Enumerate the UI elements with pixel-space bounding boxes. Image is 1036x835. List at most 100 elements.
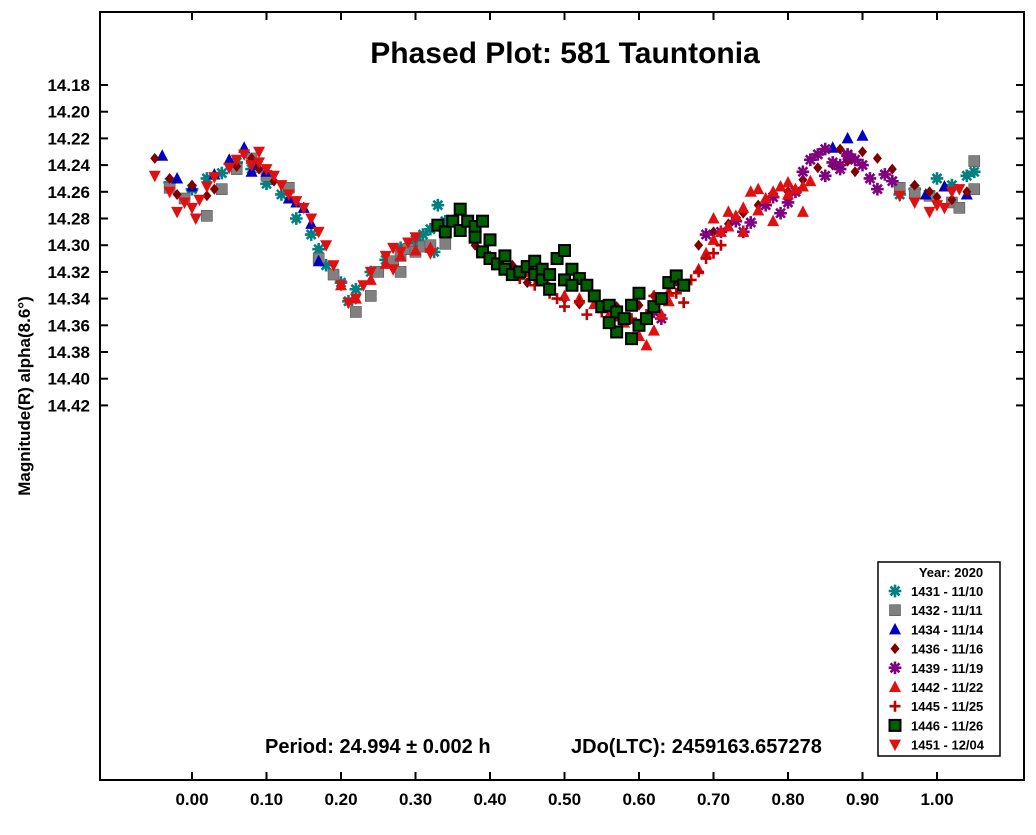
data-point bbox=[759, 198, 772, 212]
data-point bbox=[678, 297, 690, 309]
data-point bbox=[357, 280, 370, 292]
x-tick-label: 0.50 bbox=[548, 790, 581, 809]
data-point bbox=[260, 164, 273, 176]
y-tick-label: 14.20 bbox=[47, 103, 90, 122]
data-point bbox=[483, 233, 497, 247]
y-tick-label: 14.38 bbox=[47, 343, 90, 362]
data-point bbox=[178, 197, 191, 209]
data-point bbox=[804, 174, 817, 187]
y-tick-label: 14.36 bbox=[47, 316, 90, 335]
data-point bbox=[476, 245, 490, 259]
data-point bbox=[930, 172, 944, 185]
data-point bbox=[253, 146, 266, 159]
x-tick-label: 0.90 bbox=[846, 790, 879, 809]
data-point bbox=[923, 206, 936, 219]
data-point bbox=[677, 278, 691, 292]
data-point bbox=[798, 174, 808, 186]
legend-entry-label: 1436 - 11/16 bbox=[911, 642, 983, 657]
data-point bbox=[647, 324, 660, 336]
data-point bbox=[962, 186, 972, 198]
data-point bbox=[312, 226, 325, 239]
data-point bbox=[602, 316, 616, 330]
data-point bbox=[856, 129, 869, 141]
epoch-annotation: JDo(LTC): 2459163.657278 bbox=[571, 736, 822, 758]
data-point bbox=[872, 152, 882, 164]
data-point bbox=[349, 293, 362, 306]
data-point bbox=[148, 170, 161, 183]
plot-frame bbox=[99, 11, 1025, 781]
data-point bbox=[438, 214, 452, 228]
data-point bbox=[694, 239, 704, 251]
data-point bbox=[305, 213, 318, 225]
data-point bbox=[200, 172, 214, 185]
data-point bbox=[580, 278, 594, 292]
data-point bbox=[919, 187, 932, 200]
data-point bbox=[150, 152, 160, 164]
data-point bbox=[796, 179, 809, 192]
data-point bbox=[632, 286, 646, 300]
data-point bbox=[953, 202, 966, 214]
data-point bbox=[253, 157, 266, 169]
data-point bbox=[193, 194, 206, 207]
x-tick-label: 0.60 bbox=[622, 790, 655, 809]
data-point bbox=[708, 247, 719, 259]
data-point bbox=[729, 209, 742, 221]
data-point bbox=[759, 191, 772, 204]
data-point bbox=[796, 205, 809, 217]
data-point bbox=[908, 197, 921, 209]
data-point bbox=[297, 202, 310, 215]
x-tick-label: 0.30 bbox=[399, 790, 432, 809]
data-point bbox=[610, 325, 624, 339]
data-point bbox=[774, 179, 787, 192]
data-point bbox=[476, 214, 490, 228]
data-point bbox=[238, 149, 251, 161]
data-point bbox=[818, 169, 832, 183]
data-point bbox=[953, 184, 966, 196]
data-point bbox=[424, 248, 437, 260]
data-point bbox=[647, 300, 661, 314]
data-point bbox=[729, 214, 743, 228]
legend-marker bbox=[889, 622, 901, 635]
data-point bbox=[349, 282, 363, 296]
data-point bbox=[163, 186, 176, 199]
data-point bbox=[699, 228, 713, 241]
data-point bbox=[290, 196, 303, 208]
legend-entry-label: 1445 - 11/25 bbox=[911, 699, 983, 714]
data-point bbox=[737, 201, 750, 213]
x-tick-label: 0.00 bbox=[175, 790, 208, 809]
legend-marker bbox=[888, 661, 902, 675]
data-point bbox=[165, 172, 175, 184]
x-tick-label: 0.40 bbox=[473, 790, 506, 809]
legend-entry-label: 1431 - 11/10 bbox=[911, 584, 983, 599]
data-point bbox=[446, 214, 460, 228]
data-point bbox=[394, 246, 407, 259]
data-point bbox=[782, 187, 794, 200]
legend-entry-label: 1442 - 11/22 bbox=[911, 680, 983, 695]
data-point bbox=[171, 206, 184, 219]
data-point bbox=[693, 266, 705, 278]
data-point bbox=[858, 146, 867, 158]
data-point bbox=[528, 254, 542, 268]
x-tick-label: 1.00 bbox=[920, 790, 953, 809]
data-point bbox=[707, 233, 720, 245]
data-point bbox=[189, 213, 202, 225]
data-point bbox=[320, 240, 333, 252]
data-point bbox=[402, 237, 415, 250]
data-point bbox=[715, 239, 727, 251]
y-tick-label: 14.32 bbox=[47, 263, 90, 282]
data-point bbox=[275, 180, 288, 192]
y-axis-label: Magnitude(R) alpha(8.6°) bbox=[15, 296, 34, 495]
data-point bbox=[565, 278, 579, 292]
y-tick-label: 14.42 bbox=[47, 396, 90, 415]
legend-entry-label: 1446 - 11/26 bbox=[911, 718, 983, 733]
data-point bbox=[925, 186, 935, 198]
y-tick-label: 14.28 bbox=[47, 210, 90, 229]
legend-items: 1431 - 11/10 1432 - 11/11 1434 - 11/14 1436… bbox=[888, 584, 985, 753]
data-point bbox=[319, 258, 333, 272]
data-point bbox=[714, 225, 727, 237]
data-point bbox=[260, 177, 273, 191]
data-point bbox=[350, 306, 362, 318]
legend: Year: 2020 1431 - 11/10 1432 - 11/11 1434 … bbox=[877, 561, 1001, 757]
data-point bbox=[602, 298, 616, 312]
data-point bbox=[364, 266, 377, 279]
